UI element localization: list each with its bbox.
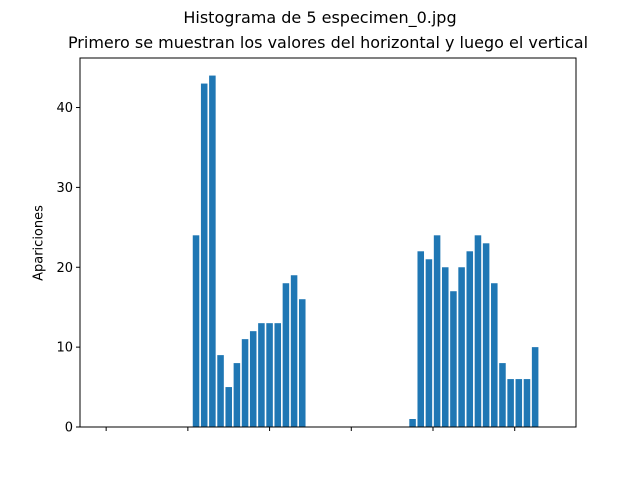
bar [266, 323, 273, 427]
bar [491, 283, 498, 427]
bar [425, 259, 433, 427]
bar [249, 331, 257, 427]
bar [192, 235, 200, 427]
bar [241, 339, 249, 427]
bar [417, 251, 425, 427]
bars-group [192, 75, 539, 427]
y-tick-label: 10 [56, 341, 73, 356]
bar [217, 355, 224, 427]
bar [441, 267, 449, 427]
bar [433, 235, 441, 427]
bar [258, 323, 265, 427]
bar [274, 323, 282, 427]
bar [290, 275, 298, 427]
bar [450, 291, 457, 427]
bar [200, 83, 208, 427]
bar [507, 379, 514, 427]
bar [523, 379, 531, 427]
y-axis: 0 10 20 30 40 [56, 101, 80, 436]
bar [409, 419, 416, 427]
bar [499, 363, 506, 427]
bar [298, 299, 306, 427]
bar [482, 243, 490, 427]
bar [282, 283, 290, 427]
bar [474, 235, 482, 427]
y-tick-label: 30 [56, 181, 73, 196]
bar [531, 347, 539, 427]
bar [225, 387, 232, 427]
figure-suptitle: Histograma de 5 especimen_0.jpg [183, 8, 457, 27]
bar [466, 251, 474, 427]
y-tick-label: 0 [65, 421, 73, 436]
plot-frame [79, 57, 577, 428]
bar [233, 363, 241, 427]
y-tick-label: 20 [56, 261, 73, 276]
x-axis [105, 427, 516, 431]
y-tick-label: 40 [56, 101, 73, 116]
bar [515, 379, 523, 427]
bar [209, 75, 216, 427]
chart-title: Primero se muestran los valores del hori… [67, 33, 589, 52]
bar [458, 267, 465, 427]
